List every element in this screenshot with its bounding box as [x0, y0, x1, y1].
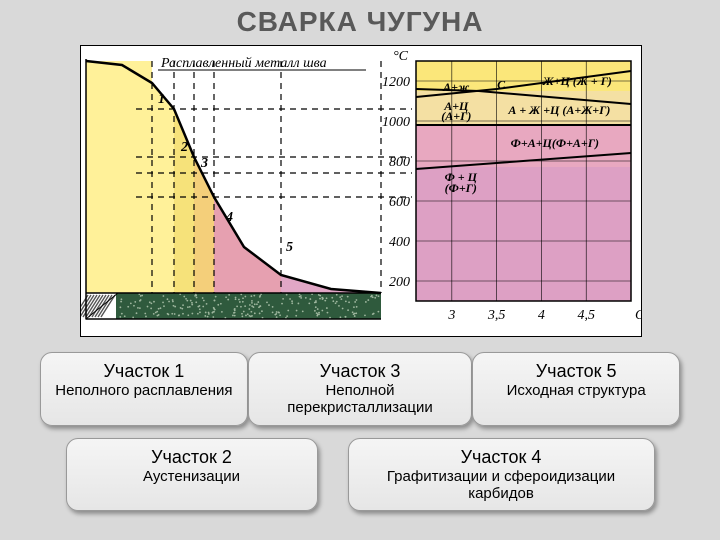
svg-text:(Ф+Г): (Ф+Г)	[445, 181, 477, 195]
svg-text:Ж+Ц (Ж + Г): Ж+Ц (Ж + Г)	[542, 74, 612, 88]
card-title: Участок 5	[483, 361, 669, 382]
svg-text:200: 200	[389, 275, 410, 290]
svg-text:1: 1	[158, 92, 165, 107]
svg-text:3: 3	[447, 308, 455, 323]
svg-text:°C: °C	[393, 49, 409, 64]
svg-text:4,5: 4,5	[577, 308, 595, 323]
card-title: Участок 1	[51, 361, 237, 382]
svg-text:Расплавленный металл шва: Расплавленный металл шва	[160, 56, 327, 71]
svg-text:2: 2	[180, 140, 188, 155]
card-title: Участок 4	[359, 447, 644, 468]
card-2: Участок 3Неполной перекристаллизации	[248, 352, 472, 426]
card-sub: Неполного расплавления	[51, 382, 237, 399]
svg-text:400: 400	[389, 235, 410, 250]
svg-text:4: 4	[538, 308, 545, 323]
card-sub: Графитизации и сфероидизации карбидов	[359, 468, 644, 503]
card-sub: Аустенизации	[77, 468, 307, 485]
card-sub: Исходная структура	[483, 382, 669, 399]
card-5: Участок 4Графитизации и сфероидизации ка…	[348, 438, 655, 512]
svg-text:3,5: 3,5	[487, 308, 506, 323]
svg-text:5: 5	[286, 240, 293, 255]
svg-text:(А+Г): (А+Г)	[441, 109, 471, 123]
card-title: Участок 2	[77, 447, 307, 468]
svg-text:А + Ж +Ц (А+Ж+Г): А + Ж +Ц (А+Ж+Г)	[507, 103, 610, 117]
svg-text:4: 4	[225, 210, 233, 225]
svg-text:1200: 1200	[382, 75, 410, 90]
diagram-figure: 2004006008001000120033,544,5°CС,%А+жCЖ+Ц…	[80, 45, 642, 337]
card-1: Участок 1Неполного расплавления	[40, 352, 248, 426]
card-4: Участок 2Аустенизации	[66, 438, 318, 512]
svg-text:С,%: С,%	[635, 308, 641, 323]
card-sub: Неполной перекристаллизации	[259, 382, 461, 417]
page-title: СВАРКА ЧУГУНА	[0, 0, 720, 38]
svg-text:1000: 1000	[382, 115, 410, 130]
svg-text:Ф+А+Ц(Ф+А+Г): Ф+А+Ц(Ф+А+Г)	[511, 136, 599, 150]
svg-text:C: C	[497, 78, 506, 92]
cards-area: Участок 1Неполного расплавленияУчасток 3…	[40, 352, 680, 523]
card-3: Участок 5Исходная структура	[472, 352, 680, 426]
svg-text:3: 3	[200, 156, 208, 171]
svg-text:А+ж: А+ж	[442, 80, 470, 94]
card-title: Участок 3	[259, 361, 461, 382]
